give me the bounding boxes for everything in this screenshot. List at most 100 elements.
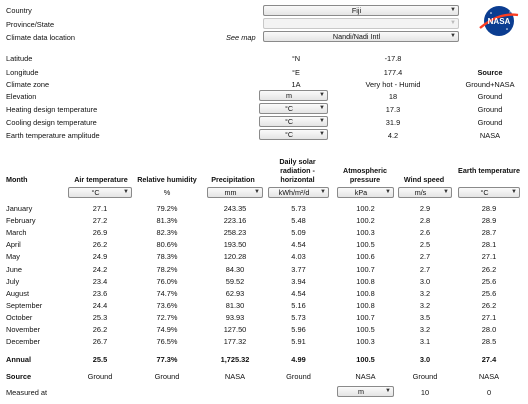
cell-solar-radiation: 4.54 [291, 240, 306, 250]
heating-unit-select[interactable]: °C ▼ [259, 103, 328, 114]
cell-wind-speed: 3.0 [419, 276, 431, 286]
cell-wind-speed: 2.7 [419, 252, 431, 262]
cell-atmospheric-pressure: 100.2 [356, 216, 375, 226]
elevation-unit-select[interactable]: m ▼ [259, 90, 328, 101]
cell-atmospheric-pressure: 100.5 [356, 240, 375, 250]
location-select[interactable]: Nandi/Nadi Intl ▼ [263, 31, 459, 42]
climate-zone-source: Ground+NASA [465, 80, 515, 89]
month-label: April [6, 240, 21, 250]
col-header-wind-speed: Wind speed [403, 175, 445, 184]
cell-earth-temperature: 26.2 [481, 264, 497, 274]
cell-air-temperature: 23.4 [92, 276, 108, 286]
chevron-down-icon: ▼ [319, 105, 325, 111]
latitude-label: Latitude [6, 54, 33, 63]
cell-air-temperature: 23.6 [92, 288, 108, 298]
cell-earth-temperature: 28.9 [481, 216, 497, 226]
measured-unit: m [358, 387, 364, 396]
cell-air-temperature: 26.7 [92, 337, 108, 347]
chevron-down-icon: ▼ [319, 131, 325, 137]
cell-solar-radiation: 3.77 [291, 264, 306, 274]
month-label: November [6, 325, 41, 334]
annual-wind-speed: 3.0 [419, 355, 431, 364]
chevron-down-icon: ▼ [385, 388, 391, 394]
cell-air-temperature: 24.2 [92, 264, 108, 274]
cell-relative-humidity: 76.0% [156, 276, 178, 286]
latitude-value: -17.8 [384, 54, 402, 63]
cell-atmospheric-pressure: 100.7 [356, 312, 375, 322]
cooling-value: 31.9 [385, 118, 401, 127]
cell-atmospheric-pressure: 100.3 [356, 228, 375, 238]
country-select-value: Fiji [351, 6, 362, 15]
see-map-link[interactable]: See map [226, 33, 256, 42]
elevation-label: Elevation [6, 92, 37, 101]
unit-label: °C [480, 188, 489, 197]
cell-solar-radiation: 5.91 [291, 337, 306, 347]
latitude-unit: °N [291, 54, 301, 63]
elevation-value: 18 [388, 92, 398, 101]
month-label: March [6, 228, 27, 238]
cooling-source: Ground [477, 118, 503, 127]
cell-relative-humidity: 74.9% [156, 325, 178, 334]
source-solar-radiation: Ground [286, 372, 311, 381]
unit-select-solar-radiation[interactable]: kWh/m²/d ▼ [268, 187, 329, 198]
unit-select-air-temperature[interactable]: °C ▼ [68, 187, 132, 198]
nasa-logo-icon: NASA [479, 6, 519, 36]
cell-relative-humidity: 72.7% [156, 312, 178, 322]
cell-wind-speed: 2.5 [419, 240, 431, 250]
annual-precipitation: 1,725.32 [220, 355, 250, 364]
cell-precipitation: 193.50 [223, 240, 247, 250]
chevron-down-icon: ▼ [385, 189, 391, 195]
unit-select-wind-speed[interactable]: m/s ▼ [398, 187, 452, 198]
unit-select-pressure[interactable]: kPa ▼ [337, 187, 394, 198]
cell-solar-radiation: 5.73 [291, 312, 306, 322]
cell-air-temperature: 26.2 [92, 325, 108, 334]
col-header-earth-temperature: Earth temperature [458, 166, 520, 175]
month-label: May [6, 252, 20, 262]
cooling-unit: °C [284, 117, 294, 126]
cell-precipitation: 84.30 [225, 264, 245, 274]
month-label: June [6, 264, 23, 274]
cell-solar-radiation: 5.48 [291, 216, 306, 226]
cell-atmospheric-pressure: 100.3 [356, 337, 375, 347]
measured-at-wind-speed: 10 [420, 388, 430, 397]
chevron-down-icon: ▼ [320, 189, 326, 195]
cell-precipitation: 177.32 [223, 337, 247, 347]
cell-relative-humidity: 76.5% [156, 337, 178, 347]
source-label: Source [6, 372, 32, 381]
cell-relative-humidity: 74.7% [156, 288, 178, 298]
cell-solar-radiation: 4.54 [291, 288, 306, 298]
annual-label: Annual [6, 355, 32, 364]
cell-atmospheric-pressure: 100.8 [356, 288, 375, 298]
unit-select-earth-temperature[interactable]: °C ▼ [458, 187, 520, 198]
source-precipitation: NASA [224, 372, 246, 381]
cell-relative-humidity: 81.3% [156, 216, 178, 226]
chevron-down-icon: ▼ [450, 33, 456, 39]
cooling-unit-select[interactable]: °C ▼ [259, 116, 328, 127]
col-header-precipitation: Precipitation [211, 175, 255, 184]
cell-wind-speed: 3.2 [419, 325, 431, 334]
cell-relative-humidity: 82.3% [156, 228, 178, 238]
measured-unit-select[interactable]: m ▼ [337, 386, 394, 397]
cell-earth-temperature: 28.7 [481, 228, 497, 238]
longitude-value: 177.4 [383, 68, 403, 77]
country-select[interactable]: Fiji ▼ [263, 5, 459, 16]
province-select[interactable]: ▼ [263, 18, 459, 29]
chevron-down-icon: ▼ [450, 7, 456, 13]
source-relative-humidity: Ground [154, 372, 180, 381]
col-header-solar-radiation: Daily solar radiation - horizontal [279, 157, 316, 184]
cell-relative-humidity: 73.6% [156, 300, 178, 310]
chevron-down-icon: ▼ [123, 189, 129, 195]
col-header-air-temperature: Air temperature [74, 175, 128, 184]
cell-atmospheric-pressure: 100.7 [356, 264, 375, 274]
location-select-value: Nandi/Nadi Intl [332, 32, 381, 41]
chevron-down-icon: ▼ [254, 189, 260, 195]
unit-select-precipitation[interactable]: mm ▼ [207, 187, 263, 198]
climate-location-label: Climate data location [6, 33, 76, 42]
month-label: October [6, 312, 33, 322]
cell-solar-radiation: 5.16 [291, 300, 306, 310]
cell-air-temperature: 24.4 [92, 300, 108, 310]
cell-wind-speed: 3.1 [419, 337, 431, 347]
cell-precipitation: 127.50 [223, 325, 247, 334]
amplitude-unit-select[interactable]: °C ▼ [259, 129, 328, 140]
cell-wind-speed: 2.6 [419, 228, 431, 238]
